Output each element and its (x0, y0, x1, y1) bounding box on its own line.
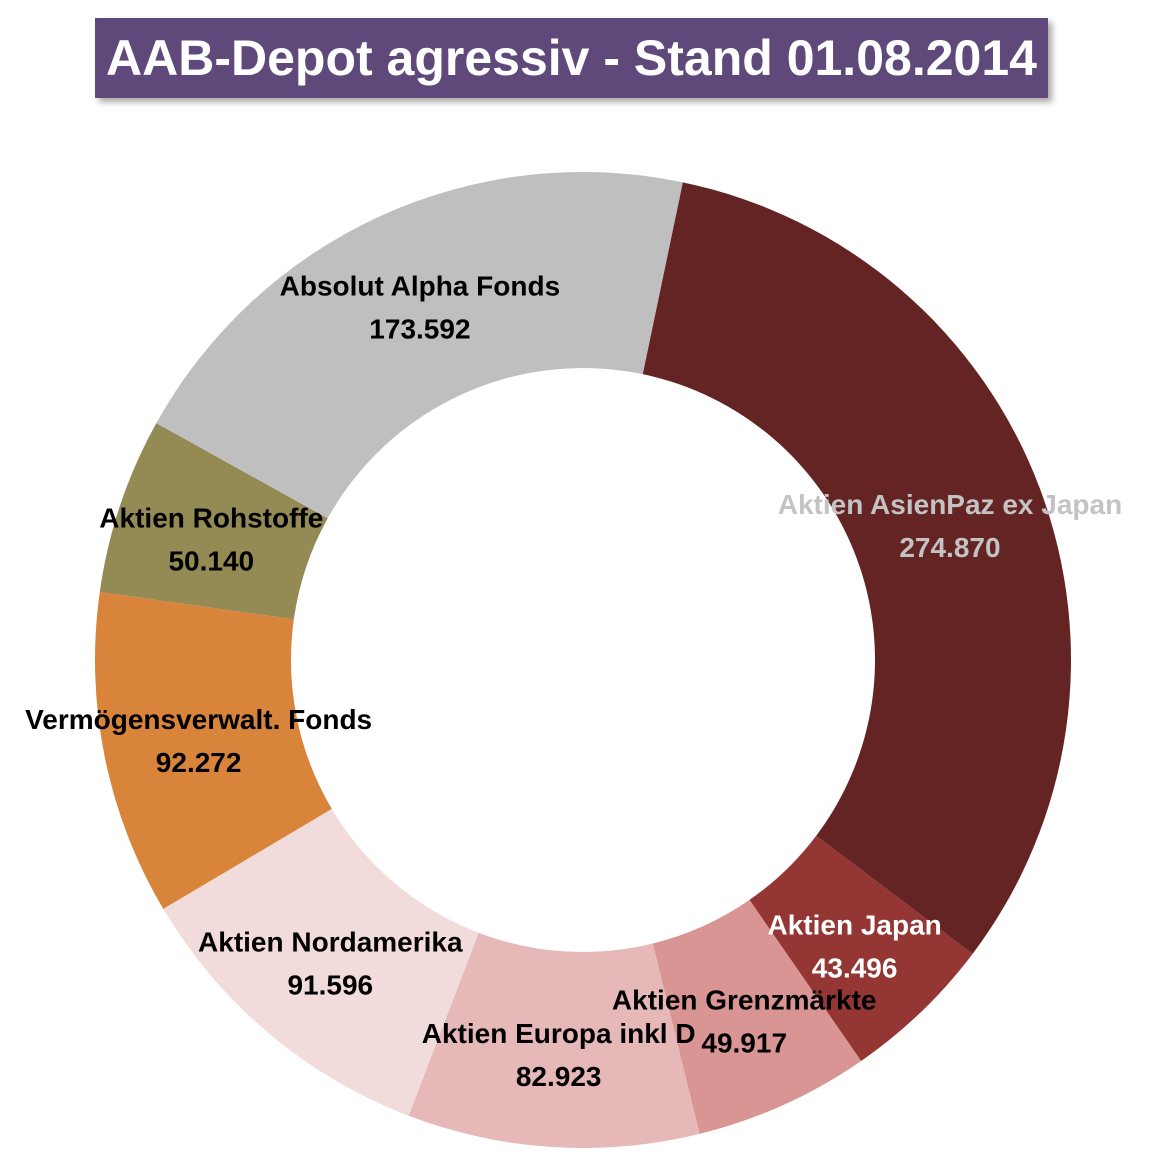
slice-aktien-japan (749, 835, 973, 1061)
slice-label: Vermögensverwalt. Fonds (25, 704, 372, 735)
slice-value: 274.870 (899, 532, 1000, 563)
slice-absolut-alpha-fonds (156, 171, 683, 519)
slice-label: Aktien Rohstoffe (99, 502, 323, 533)
slice-label: Aktien Nordamerika (198, 927, 463, 958)
slice-value: 91.596 (287, 970, 373, 1001)
slice-value: 43.496 (812, 953, 898, 984)
slice-value: 82.923 (516, 1061, 602, 1092)
slice-label: Aktien AsienPaz ex Japan (778, 489, 1122, 520)
slice-value: 50.140 (168, 545, 254, 576)
chart-title: AAB-Depot agressiv - Stand 01.08.2014 (95, 18, 1048, 98)
slice-aktien-grenzm-rkte (652, 899, 862, 1134)
slice-label: Aktien Europa inkl D (422, 1018, 696, 1049)
slice-label: Absolut Alpha Fonds (280, 271, 561, 302)
slice-aktien-nordamerika (163, 808, 479, 1116)
slice-aktien-asienpaz-ex-japan (642, 182, 1071, 954)
slice-label: Aktien Japan (767, 910, 941, 941)
slice-aktien-rohstoffe (99, 423, 328, 620)
slice-value: 92.272 (156, 747, 242, 778)
slice-aktien-europa-inkl-d (408, 932, 700, 1148)
slice-value: 49.917 (701, 1027, 787, 1058)
slice-value: 173.592 (369, 314, 470, 345)
slice-verm-gensverwalt-fonds (94, 591, 332, 909)
slice-label: Aktien Grenzmärkte (612, 984, 877, 1015)
